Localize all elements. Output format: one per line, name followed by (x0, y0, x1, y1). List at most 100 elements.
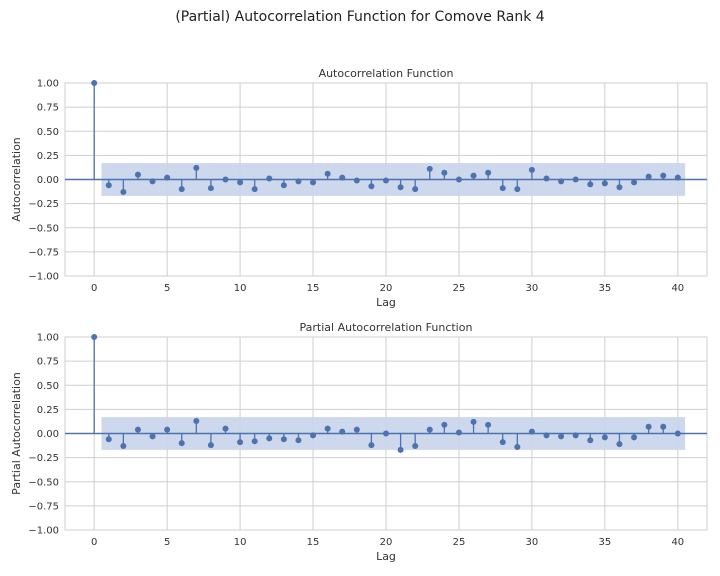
pacf-point (499, 439, 506, 446)
acf-point (426, 165, 433, 172)
acf-point (120, 189, 127, 196)
acf-x-tick-label: 5 (164, 283, 170, 294)
acf-x-tick-label: 10 (234, 283, 247, 294)
pacf-y-tick-label: −1.00 (28, 526, 59, 537)
acf-point (251, 186, 258, 193)
acf-x-tick-label: 35 (598, 283, 611, 294)
pacf-y-tick-label: 0.50 (37, 381, 59, 392)
pacf-point (222, 425, 229, 432)
acf-y-tick-label: −0.25 (28, 199, 59, 210)
acf-x-tick-label: 40 (671, 283, 684, 294)
pacf-title: Partial Autocorrelation Function (300, 321, 473, 334)
pacf-y-tick-label: 0.00 (37, 429, 59, 440)
acf-point (324, 170, 331, 177)
acf-y-axis-label: Autocorrelation (10, 137, 23, 222)
acf-point (397, 184, 404, 191)
pacf-point (528, 428, 535, 435)
pacf-y-tick-label: −0.75 (28, 501, 59, 512)
pacf-point (266, 435, 273, 442)
acf-point (616, 184, 623, 191)
pacf-point (485, 421, 492, 428)
acf-point (339, 174, 346, 181)
acf-point (660, 172, 667, 179)
pacf-point (455, 429, 462, 436)
pacf-point (295, 437, 302, 444)
acf-point (572, 176, 579, 183)
figure-title: (Partial) Autocorrelation Function for C… (175, 9, 545, 25)
pacf-x-tick-label: 25 (453, 537, 466, 548)
acf-x-axis-label: Lag (376, 296, 396, 309)
pacf-point (558, 433, 565, 440)
pacf-point (441, 421, 448, 428)
acf-y-tick-label: 0.75 (37, 103, 59, 114)
acf-point (383, 177, 389, 184)
pacf-point (207, 442, 214, 449)
acf-x-tick-label: 25 (453, 283, 466, 294)
acf-x-tick-label: 20 (380, 283, 393, 294)
acf-point (266, 175, 273, 182)
pacf-y-tick-label: 0.25 (37, 405, 59, 416)
acf-point (222, 176, 229, 183)
pacf-x-axis-label: Lag (376, 550, 396, 563)
acf-point (645, 173, 652, 180)
pacf-point (397, 446, 404, 453)
acf-point (295, 178, 302, 185)
acf-point (164, 174, 171, 181)
acf-point (193, 164, 200, 171)
acf-point (441, 169, 448, 176)
pacf-x-tick-label: 20 (380, 537, 393, 548)
pacf-point (134, 426, 141, 433)
pacf-point (164, 426, 171, 433)
pacf-point (572, 432, 579, 439)
acf-x-tick-label: 0 (91, 283, 97, 294)
acf-point (368, 183, 375, 190)
acf-point (587, 181, 594, 188)
pacf-point (251, 438, 258, 445)
acf-point (601, 180, 608, 187)
acf-point (485, 169, 492, 176)
acf-title: Autocorrelation Function (319, 67, 454, 80)
pacf-point (514, 444, 521, 451)
acf-point (237, 179, 244, 186)
acf-panel: 0 5 10 15 20 25 30 35 40 1.00 0.75 0.50 0.25 0.00 −0.2… (10, 67, 708, 309)
pacf-point (178, 440, 185, 447)
pacf-x-tick-label: 0 (91, 537, 97, 548)
pacf-point (193, 417, 200, 424)
acf-x-tick-label: 30 (526, 283, 539, 294)
pacf-point (310, 432, 317, 439)
pacf-point (426, 426, 433, 433)
acf-point (558, 178, 565, 185)
acf-point (528, 166, 535, 173)
acf-y-tick-label: −0.50 (28, 223, 59, 234)
pacf-point (631, 434, 638, 441)
pacf-point (324, 425, 331, 432)
acf-point (207, 185, 214, 192)
pacf-point (339, 428, 346, 435)
pacf-x-tick-label: 5 (164, 537, 170, 548)
pacf-point (237, 439, 244, 446)
pacf-point (470, 418, 477, 425)
pacf-point (280, 436, 287, 443)
acf-point (514, 186, 521, 193)
pacf-y-tick-label: −0.25 (28, 453, 59, 464)
pacf-point (120, 443, 127, 450)
pacf-point (660, 423, 667, 430)
acf-point (91, 80, 98, 86)
pacf-point (601, 434, 608, 441)
pacf-point (616, 441, 623, 448)
acf-point (674, 174, 681, 181)
pacf-point (353, 426, 360, 433)
acf-y-tick-label: 0.50 (37, 127, 59, 138)
pacf-y-tick-label: −0.50 (28, 477, 59, 488)
acf-point (470, 172, 477, 179)
acf-y-tick-label: −1.00 (28, 272, 59, 283)
acf-point (543, 175, 550, 182)
acf-point (149, 178, 156, 185)
pacf-y-axis-label: Partial Autocorrelation (10, 372, 23, 495)
acf-x-tick-label: 15 (307, 283, 320, 294)
acf-point (455, 176, 462, 183)
pacf-point (368, 442, 375, 449)
pacf-x-tick-label: 10 (234, 537, 247, 548)
